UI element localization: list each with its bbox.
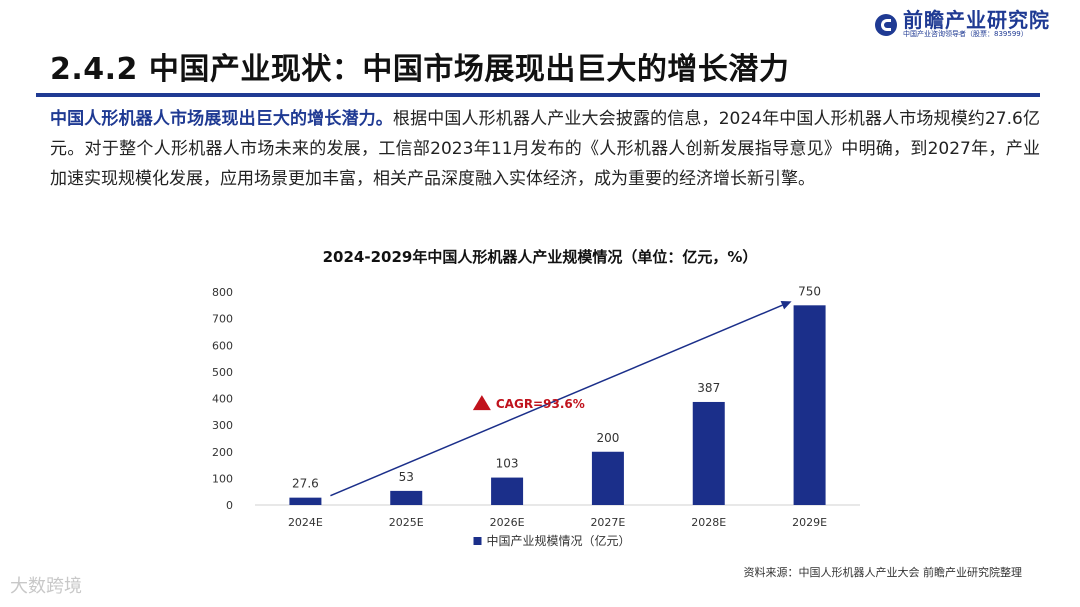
intro-paragraph: 中国人形机器人市场展现出巨大的增长潜力。根据中国人形机器人产业大会披露的信息，2… xyxy=(50,104,1040,194)
chart-title: 2024-2029年中国人形机器人产业规模情况（单位：亿元，%） xyxy=(322,248,758,266)
cagr-trend-arrow xyxy=(330,304,783,497)
y-tick-label: 700 xyxy=(212,313,233,326)
company-logo: 前瞻产业研究院 中国产业咨询领导者（股票：839599） xyxy=(875,10,1050,39)
data-label: 750 xyxy=(798,284,821,298)
data-label: 387 xyxy=(697,381,720,395)
bar xyxy=(491,477,524,505)
y-tick-label: 300 xyxy=(212,419,233,432)
x-tick-label: 2024E xyxy=(288,516,323,529)
cagr-annotation: CAGR=93.6% xyxy=(496,397,585,411)
legend-label: 中国产业规模情况（亿元） xyxy=(487,533,631,548)
watermark: 大数跨境 xyxy=(10,576,82,597)
y-tick-label: 800 xyxy=(212,286,233,299)
x-tick-label: 2025E xyxy=(389,516,424,529)
y-tick-label: 100 xyxy=(212,472,233,485)
triangle-up-icon xyxy=(472,395,491,411)
intro-body: 根据中国人形机器人产业大会披露的信息，2024年中国人形机器人市场规模约27.6… xyxy=(50,109,1040,189)
y-tick-label: 200 xyxy=(212,446,233,459)
x-tick-label: 2027E xyxy=(590,516,625,529)
page-title: 2.4.2 中国产业现状：中国市场展现出巨大的增长潜力 xyxy=(50,52,790,87)
title-divider xyxy=(36,93,1040,97)
data-label: 27.6 xyxy=(292,477,319,491)
y-tick-label: 500 xyxy=(212,366,233,379)
source-note: 资料来源：中国人形机器人产业大会 前瞻产业研究院整理 xyxy=(743,566,1023,579)
bar xyxy=(692,401,725,505)
x-tick-label: 2029E xyxy=(792,516,827,529)
bar xyxy=(591,451,624,505)
bar xyxy=(390,490,423,505)
logo-name: 前瞻产业研究院 xyxy=(903,8,1050,32)
data-label: 200 xyxy=(596,431,619,445)
y-tick-label: 600 xyxy=(212,339,233,352)
y-tick-label: 400 xyxy=(212,393,233,406)
logo-subtitle: 中国产业咨询领导者（股票：839599） xyxy=(903,30,1028,38)
legend-swatch xyxy=(473,537,482,545)
x-tick-label: 2026E xyxy=(490,516,525,529)
arrowhead-icon xyxy=(780,301,792,310)
x-tick-label: 2028E xyxy=(691,516,726,529)
intro-lead: 中国人形机器人市场展现出巨大的增长潜力。 xyxy=(50,109,393,129)
bar xyxy=(289,497,322,505)
y-tick-label: 0 xyxy=(226,499,233,512)
logo-icon xyxy=(875,13,897,36)
data-label: 103 xyxy=(496,457,519,471)
bar xyxy=(793,305,826,505)
logo-text: 前瞻产业研究院 中国产业咨询领导者（股票：839599） xyxy=(903,10,1050,39)
data-label: 53 xyxy=(399,470,414,484)
